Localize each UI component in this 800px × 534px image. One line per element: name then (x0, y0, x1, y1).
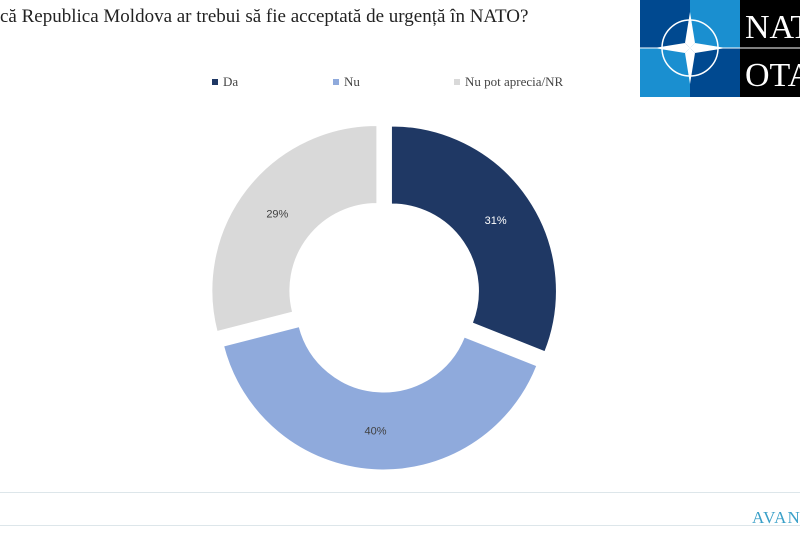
data-label: 40% (365, 426, 387, 438)
svg-text:OTAN: OTAN (745, 57, 800, 94)
legend-item-da: Da (212, 74, 238, 90)
svg-text:NATO: NATO (745, 9, 800, 46)
legend-item-nr: Nu pot aprecia/NR (454, 74, 563, 90)
nato-logo: NATO OTAN (640, 0, 800, 97)
legend-item-nu: Nu (333, 74, 360, 90)
legend-label: Da (223, 74, 239, 89)
slice-nu-pot-aprecia-nr (211, 124, 378, 333)
footer-divider (0, 492, 800, 493)
legend-swatch (454, 79, 460, 85)
data-label: 29% (266, 208, 288, 220)
legend-label: Nu (344, 74, 360, 89)
legend-swatch (212, 79, 218, 85)
slice-nu (223, 326, 538, 471)
chart-title: că Republica Moldova ar trebui să fie ac… (0, 6, 529, 27)
legend-label: Nu pot aprecia/NR (465, 74, 564, 89)
brand-logo: AVAN (752, 508, 800, 527)
slice-da (390, 125, 557, 353)
data-label: 31% (485, 215, 507, 227)
legend-swatch (333, 79, 339, 85)
footer-divider (0, 525, 800, 526)
